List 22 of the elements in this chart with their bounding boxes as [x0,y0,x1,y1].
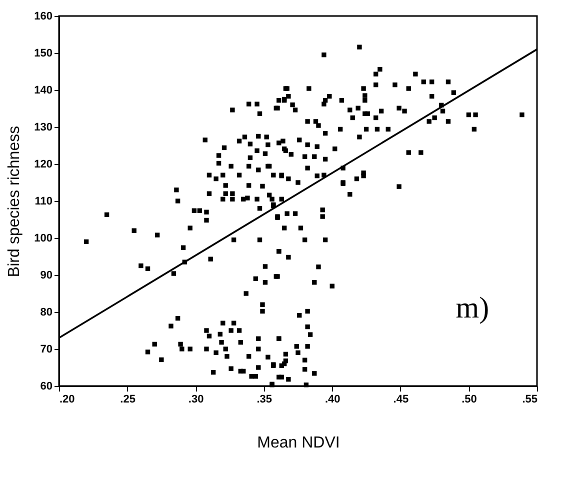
y-tick-label: 60 [40,380,52,392]
x-tick-label: .20 [60,394,75,406]
x-tick-label: .35 [256,394,272,406]
x-tick-label: .40 [324,394,340,406]
y-axis-title: Bird species richness [6,126,24,278]
y-tick-label: 160 [34,10,52,22]
y-tick-label: 150 [34,48,52,60]
annotation: m) [456,291,490,324]
x-tick-label: .45 [393,394,409,406]
y-tick-label: 140 [34,84,52,96]
x-tick-label: .55 [522,394,538,406]
x-tick-label: .30 [188,394,204,406]
x-tick-label: .50 [462,394,477,406]
x-axis-title: Mean NDVI [257,434,340,452]
x-tick-label: .25 [120,394,136,406]
y-tick-label: 120 [34,158,52,170]
y-tick-label: 80 [40,306,52,318]
y-tick-label: 110 [34,196,52,208]
y-tick-label: 130 [34,122,52,134]
y-tick-label: 70 [40,344,52,356]
y-tick-label: 90 [40,270,52,282]
y-tick-label: 100 [34,232,52,244]
